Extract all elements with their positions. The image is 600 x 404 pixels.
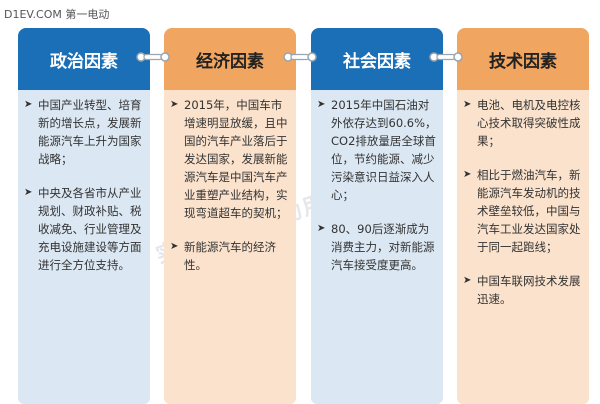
column-technology: 技术因素 ➤ 电池、电机及电控核心技术取得突破性成果； ➤ 相比于燃油汽车，新能… bbox=[457, 28, 589, 404]
arrow-bullet-icon: ➤ bbox=[170, 99, 179, 110]
column-header: 经济因素 bbox=[164, 28, 296, 90]
list-item: ➤ 新能源汽车的经济性。 bbox=[164, 238, 296, 274]
list-item: ➤ 电池、电机及电控核心技术取得突破性成果； bbox=[457, 96, 589, 150]
list-item: ➤ 相比于燃油汽车，新能源汽车发动机的技术壁垒较低，中国与汽车工业发达国家处于同… bbox=[457, 166, 589, 256]
arrow-bullet-icon: ➤ bbox=[170, 241, 179, 252]
item-list: ➤ 2015年中国石油对外依存达到60.6%，CO2排放量居全球首位，节约能源、… bbox=[311, 96, 443, 274]
arrow-bullet-icon: ➤ bbox=[24, 99, 33, 110]
list-item: ➤ 中国产业转型、培育新的增长点，发展新能源汽车上升为国家战略； bbox=[18, 96, 150, 168]
item-text: 2015年中国石油对外依存达到60.6%，CO2排放量居全球首位，节约能源、减少… bbox=[331, 98, 437, 202]
item-text: 电池、电机及电控核心技术取得突破性成果； bbox=[477, 98, 581, 148]
column-header: 社会因素 bbox=[311, 28, 443, 90]
column-economic: 经济因素 ➤ 2015年，中国车市增速明显放缓，且中国的汽车产业落后于发达国家，… bbox=[164, 28, 296, 404]
item-text: 中央及各省市从产业规划、财政补贴、税收减免、行业管理及充电设施建设等方面进行全方… bbox=[38, 186, 142, 272]
column-title: 技术因素 bbox=[489, 51, 557, 72]
item-text: 80、90后逐渐成为消费主力，对新能源汽车接受度更高。 bbox=[331, 222, 435, 272]
chain-link-icon bbox=[429, 52, 463, 62]
chain-link-icon bbox=[283, 52, 317, 62]
column-title: 政治因素 bbox=[50, 51, 118, 72]
column-political: 政治因素 ➤ 中国产业转型、培育新的增长点，发展新能源汽车上升为国家战略； ➤ … bbox=[18, 28, 150, 404]
column-body bbox=[18, 84, 150, 404]
arrow-bullet-icon: ➤ bbox=[24, 187, 33, 198]
item-list: ➤ 中国产业转型、培育新的增长点，发展新能源汽车上升为国家战略； ➤ 中央及各省… bbox=[18, 96, 150, 274]
list-item: ➤ 2015年，中国车市增速明显放缓，且中国的汽车产业落后于发达国家，发展新能源… bbox=[164, 96, 296, 222]
arrow-bullet-icon: ➤ bbox=[317, 99, 326, 110]
item-text: 2015年，中国车市增速明显放缓，且中国的汽车产业落后于发达国家，发展新能源汽车… bbox=[184, 98, 288, 220]
item-text: 中国产业转型、培育新的增长点，发展新能源汽车上升为国家战略； bbox=[38, 98, 142, 166]
list-item: ➤ 2015年中国石油对外依存达到60.6%，CO2排放量居全球首位，节约能源、… bbox=[311, 96, 443, 204]
arrow-bullet-icon: ➤ bbox=[463, 169, 472, 180]
arrow-bullet-icon: ➤ bbox=[463, 99, 472, 110]
column-body bbox=[164, 84, 296, 404]
chain-link-icon bbox=[136, 52, 170, 62]
list-item: ➤ 中央及各省市从产业规划、财政补贴、税收减免、行业管理及充电设施建设等方面进行… bbox=[18, 184, 150, 274]
list-item: ➤ 80、90后逐渐成为消费主力，对新能源汽车接受度更高。 bbox=[311, 220, 443, 274]
column-header: 政治因素 bbox=[18, 28, 150, 90]
column-header: 技术因素 bbox=[457, 28, 589, 90]
item-list: ➤ 2015年，中国车市增速明显放缓，且中国的汽车产业落后于发达国家，发展新能源… bbox=[164, 96, 296, 274]
column-title: 经济因素 bbox=[196, 51, 264, 72]
item-text: 相比于燃油汽车，新能源汽车发动机的技术壁垒较低，中国与汽车工业发达国家处于同一起… bbox=[477, 168, 581, 254]
arrow-bullet-icon: ➤ bbox=[463, 275, 472, 286]
arrow-bullet-icon: ➤ bbox=[317, 223, 326, 234]
list-item: ➤ 中国车联网技术发展迅速。 bbox=[457, 272, 589, 308]
column-body bbox=[311, 84, 443, 404]
column-title: 社会因素 bbox=[343, 51, 411, 72]
column-body bbox=[457, 84, 589, 404]
item-text: 中国车联网技术发展迅速。 bbox=[477, 274, 581, 306]
site-mark: D1EV.COM 第一电动 bbox=[4, 8, 110, 21]
item-list: ➤ 电池、电机及电控核心技术取得突破性成果； ➤ 相比于燃油汽车，新能源汽车发动… bbox=[457, 96, 589, 308]
item-text: 新能源汽车的经济性。 bbox=[184, 240, 276, 272]
column-social: 社会因素 ➤ 2015年中国石油对外依存达到60.6%，CO2排放量居全球首位，… bbox=[311, 28, 443, 404]
